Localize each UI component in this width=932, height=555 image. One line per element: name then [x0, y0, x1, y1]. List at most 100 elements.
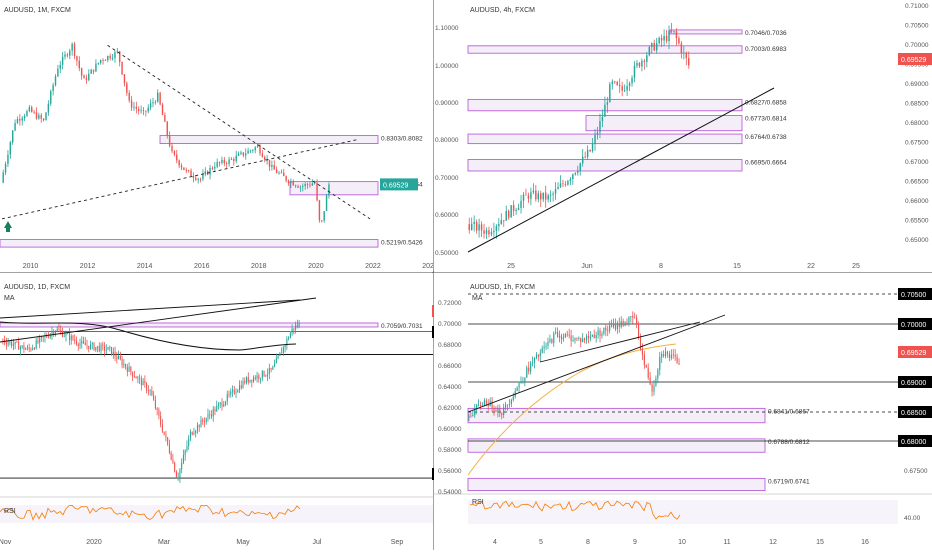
candle-body: [166, 121, 168, 136]
price-badge-label: 0.68500: [901, 410, 926, 417]
zone-box: [467, 45, 743, 54]
candle-body: [522, 194, 525, 201]
candle-body: [254, 147, 256, 151]
candle-body: [490, 232, 493, 235]
y-tick-label: 1.10000: [435, 25, 459, 32]
candle-body: [599, 330, 601, 337]
y-tick-label: 0.68000: [438, 342, 462, 349]
candle-body: [137, 377, 139, 379]
candle-body: [495, 410, 497, 412]
candle-body: [114, 52, 116, 58]
candle-body: [16, 341, 18, 343]
candle-body: [126, 367, 128, 372]
candle-body: [668, 353, 670, 359]
candle-body: [45, 112, 47, 121]
candle-body: [328, 184, 330, 196]
candle-body: [75, 340, 78, 344]
candle-body: [501, 413, 503, 415]
candle-body: [28, 107, 31, 112]
candle-body: [72, 335, 74, 340]
candle-body: [211, 167, 214, 169]
candle-body: [154, 101, 157, 103]
candle-body: [38, 115, 40, 119]
candle-body: [37, 340, 39, 343]
zone-box: [0, 322, 379, 328]
candle-body: [285, 176, 287, 181]
candle-body: [128, 366, 130, 372]
candle-body: [659, 357, 661, 370]
candle-body: [668, 30, 670, 42]
candle-body: [233, 389, 235, 394]
candle-body: [242, 380, 244, 388]
x-tick-label: 2024: [422, 263, 438, 270]
candle-body: [261, 153, 264, 157]
candle-body: [639, 337, 642, 350]
candle-body: [40, 115, 42, 119]
candle-body: [185, 169, 187, 171]
candle-body: [149, 390, 151, 392]
candle-body: [69, 50, 71, 56]
candle-body: [582, 338, 584, 343]
y-tick-label: 0.50000: [435, 250, 459, 257]
candle-body: [228, 159, 230, 165]
candle-body: [235, 155, 237, 161]
candle-body: [242, 152, 245, 156]
arrow-up-icon: [4, 221, 12, 232]
candle-body: [630, 316, 632, 317]
candle-body: [67, 333, 69, 335]
candle-body: [549, 194, 552, 196]
candle-body: [126, 83, 128, 94]
candle-body: [599, 121, 601, 133]
candle-body: [135, 106, 138, 109]
candle-body: [270, 368, 272, 370]
candle-body: [564, 184, 567, 185]
candle-body: [680, 43, 683, 54]
candle-body: [638, 62, 641, 67]
candle-body: [485, 230, 488, 234]
candle-body: [476, 404, 478, 410]
candle-body: [119, 356, 121, 360]
x-tick-label: 8: [659, 263, 663, 270]
candle-body: [557, 187, 559, 190]
candle-body: [641, 349, 643, 355]
candle-body: [620, 321, 622, 327]
y-tick-label: 0.70000: [438, 321, 462, 328]
price-badge-label: 0.70500: [901, 292, 926, 299]
x-tick-label: 8: [586, 539, 590, 546]
rsi-label: RSI: [472, 499, 484, 506]
candle-body: [636, 317, 638, 324]
candle-body: [626, 322, 628, 324]
candle-body: [660, 37, 663, 41]
candle-body: [607, 330, 609, 332]
candle-body: [266, 159, 268, 161]
candle-body: [76, 56, 78, 61]
candle-body: [578, 338, 580, 339]
candle-body: [114, 351, 116, 357]
candle-body: [256, 375, 258, 379]
candle-body: [674, 355, 676, 357]
zone-label: 0.7003/0.6983: [745, 46, 787, 53]
candle-body: [146, 383, 148, 391]
candle-body: [58, 329, 60, 331]
y-tick-label: 0.70000: [905, 42, 929, 49]
trendline: [467, 314, 726, 413]
candle-body: [520, 382, 522, 384]
candle-body: [614, 323, 617, 329]
price-badge-label: 0.69529: [901, 350, 926, 357]
candle-body: [130, 100, 133, 108]
candle-body: [144, 380, 146, 384]
candle-body: [491, 400, 493, 409]
candle-body: [576, 337, 578, 339]
candle-body: [537, 193, 540, 200]
candle-body: [541, 348, 543, 353]
candle-body: [678, 38, 680, 44]
candle-body: [138, 108, 140, 111]
candle-body: [86, 345, 88, 346]
candle-body: [557, 332, 559, 338]
candle-body: [498, 224, 500, 227]
candle-body: [19, 347, 21, 350]
candle-body: [47, 103, 50, 113]
x-tick-label: 2018: [251, 263, 267, 270]
candle-body: [493, 230, 495, 233]
candle-body: [289, 333, 291, 339]
